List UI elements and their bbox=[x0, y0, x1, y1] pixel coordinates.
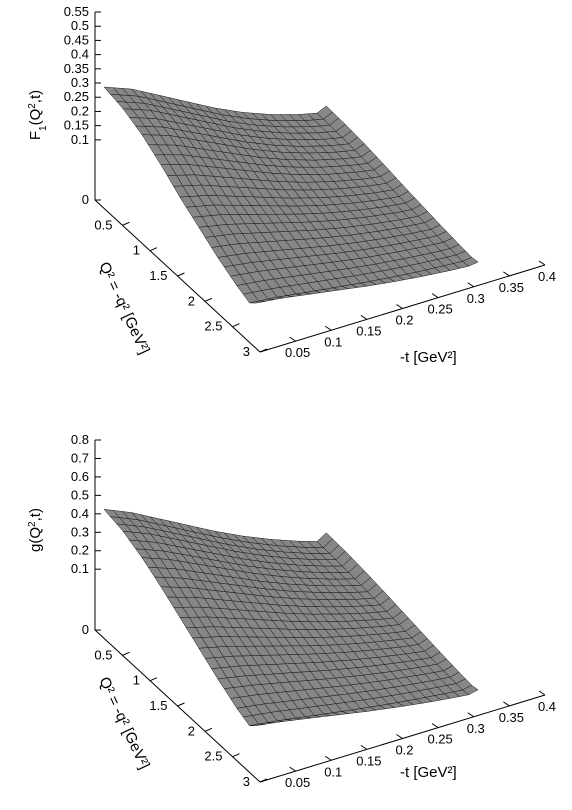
t-tick-label: 0.2 bbox=[395, 743, 413, 758]
z-tick-label: 0.45 bbox=[64, 32, 89, 47]
z-tick-label: 0.2 bbox=[71, 103, 89, 118]
t-tick-label: 0.35 bbox=[499, 710, 524, 725]
q-tick-label: 3 bbox=[243, 774, 250, 789]
q-tick-label: 0.5 bbox=[94, 217, 112, 232]
t-tick-mark bbox=[396, 734, 403, 739]
t-tick-label: 0.25 bbox=[427, 732, 452, 747]
t-tick-label: 0.1 bbox=[324, 764, 342, 779]
z-tick-label: 0.5 bbox=[71, 18, 89, 33]
z-tick-labels: 0 0.10.150.20.250.30.350.40.450.50.55 bbox=[64, 4, 101, 207]
t-tick-mark bbox=[467, 282, 475, 288]
chart-panel-f1: 00.10.150.20.250.30.350.40.450.50.55 0.5… bbox=[27, 4, 557, 366]
q-tick-mark bbox=[259, 778, 268, 783]
z-tick-label: 0 bbox=[82, 192, 89, 207]
chart-panel-g: 0 0.1 0.2 0.3 0.4 0.5 0.6 0.7 0.8 0.5 1 1.5 2 2.5 3 0… bbox=[27, 432, 557, 790]
q-tick-mark bbox=[149, 247, 158, 252]
t-tick-mark bbox=[324, 325, 332, 331]
q-tick-label: 2 bbox=[188, 293, 195, 308]
q-tick-label: 2.5 bbox=[204, 749, 222, 764]
t-axis-label: -t [GeV²] bbox=[400, 349, 457, 366]
q-tick-mark bbox=[149, 677, 158, 682]
q-tick-mark bbox=[177, 272, 185, 277]
t-tick-label: 0.15 bbox=[356, 323, 381, 338]
t-tick-label: 0.05 bbox=[285, 775, 310, 790]
surface-mesh bbox=[103, 86, 479, 304]
q-tick-label: 1 bbox=[133, 243, 140, 258]
q-tick-label: 0.5 bbox=[94, 647, 112, 662]
surface-mesh bbox=[103, 508, 479, 727]
z-tick-label: 0.2 bbox=[71, 543, 89, 558]
z-tick-label: 0.3 bbox=[71, 524, 89, 539]
t-tick-label: 0.3 bbox=[467, 291, 485, 306]
t-tick-label: 0.05 bbox=[285, 345, 310, 360]
z-tick-label: 0.1 bbox=[71, 561, 89, 576]
z-tick-label: 0.6 bbox=[71, 469, 89, 484]
q-tick-mark bbox=[259, 348, 268, 353]
q-tick-label: 1.5 bbox=[149, 268, 167, 283]
t-tick-mark bbox=[538, 260, 546, 266]
surface-patch bbox=[462, 257, 479, 267]
q-axis-label: Q² = -q² [GeV²] bbox=[95, 259, 153, 356]
q-tick-mark bbox=[204, 297, 213, 302]
z-tick-label: 0.7 bbox=[71, 450, 89, 465]
t-tick-mark bbox=[289, 766, 296, 772]
z-tick-label: 0.35 bbox=[64, 61, 89, 76]
z-tick-label: 0.25 bbox=[64, 89, 89, 104]
t-tick-mark bbox=[538, 690, 546, 696]
q-tick-mark bbox=[122, 221, 130, 226]
t-tick-mark bbox=[324, 755, 332, 761]
z-tick-label: 0.55 bbox=[64, 4, 89, 19]
t-tick-label: 0.4 bbox=[538, 269, 556, 284]
t-tick-labels: 0.05 0.1 0.15 0.2 0.25 0.3 0.35 0.4 bbox=[285, 260, 556, 360]
t-tick-label: 0.35 bbox=[499, 280, 524, 295]
t-tick-label: 0.25 bbox=[427, 302, 452, 317]
surface-patch bbox=[462, 685, 479, 695]
q-tick-label: 2 bbox=[188, 723, 195, 738]
t-tick-label: 0.2 bbox=[395, 313, 413, 328]
q-tick-mark bbox=[232, 753, 240, 758]
q-tick-labels: 0.5 1 1.5 2 2.5 3 bbox=[94, 217, 268, 359]
t-tick-mark bbox=[503, 701, 510, 707]
t-tick-mark bbox=[503, 271, 510, 277]
z-tick-label: 0.3 bbox=[71, 75, 89, 90]
q-tick-mark bbox=[177, 702, 185, 707]
z-tick-label: 0.8 bbox=[71, 432, 89, 447]
t-tick-label: 0.4 bbox=[538, 699, 556, 714]
t-tick-mark bbox=[431, 293, 439, 299]
q-axis-label: Q² = -q² [GeV²] bbox=[95, 674, 153, 771]
t-tick-label: 0.3 bbox=[467, 721, 485, 736]
t-tick-mark bbox=[360, 314, 368, 320]
z-tick-labels: 0 0.1 0.2 0.3 0.4 0.5 0.6 0.7 0.8 bbox=[71, 432, 101, 637]
t-tick-mark bbox=[467, 712, 475, 718]
z-tick-label: 0.1 bbox=[71, 132, 89, 147]
q-tick-label: 1 bbox=[133, 673, 140, 688]
t-tick-mark bbox=[360, 744, 368, 750]
z-tick-label: 0.4 bbox=[71, 506, 89, 521]
q-tick-mark bbox=[204, 727, 213, 732]
q-tick-label: 1.5 bbox=[149, 698, 167, 713]
q-tick-label: 3 bbox=[243, 344, 250, 359]
z-tick-label: 0.4 bbox=[71, 47, 89, 62]
t-tick-mark bbox=[396, 304, 403, 309]
q-tick-labels: 0.5 1 1.5 2 2.5 3 bbox=[94, 647, 268, 789]
t-tick-labels: 0.05 0.1 0.15 0.2 0.25 0.3 0.35 0.4 bbox=[285, 690, 556, 790]
q-tick-mark bbox=[122, 651, 130, 656]
z-axis-label: F1(Q2,t) bbox=[27, 90, 49, 140]
t-tick-label: 0.15 bbox=[356, 753, 381, 768]
t-tick-label: 0.1 bbox=[324, 334, 342, 349]
t-axis-label: -t [GeV²] bbox=[400, 764, 457, 781]
z-tick-label: 0.5 bbox=[71, 487, 89, 502]
q-tick-mark bbox=[232, 323, 240, 328]
z-tick-label: 0 bbox=[82, 622, 89, 637]
z-tick-label: 0.15 bbox=[64, 118, 89, 133]
t-tick-mark bbox=[289, 336, 296, 342]
q-tick-label: 2.5 bbox=[204, 319, 222, 334]
z-axis-label: g(Q2,t) bbox=[27, 508, 45, 552]
t-tick-mark bbox=[431, 723, 439, 729]
